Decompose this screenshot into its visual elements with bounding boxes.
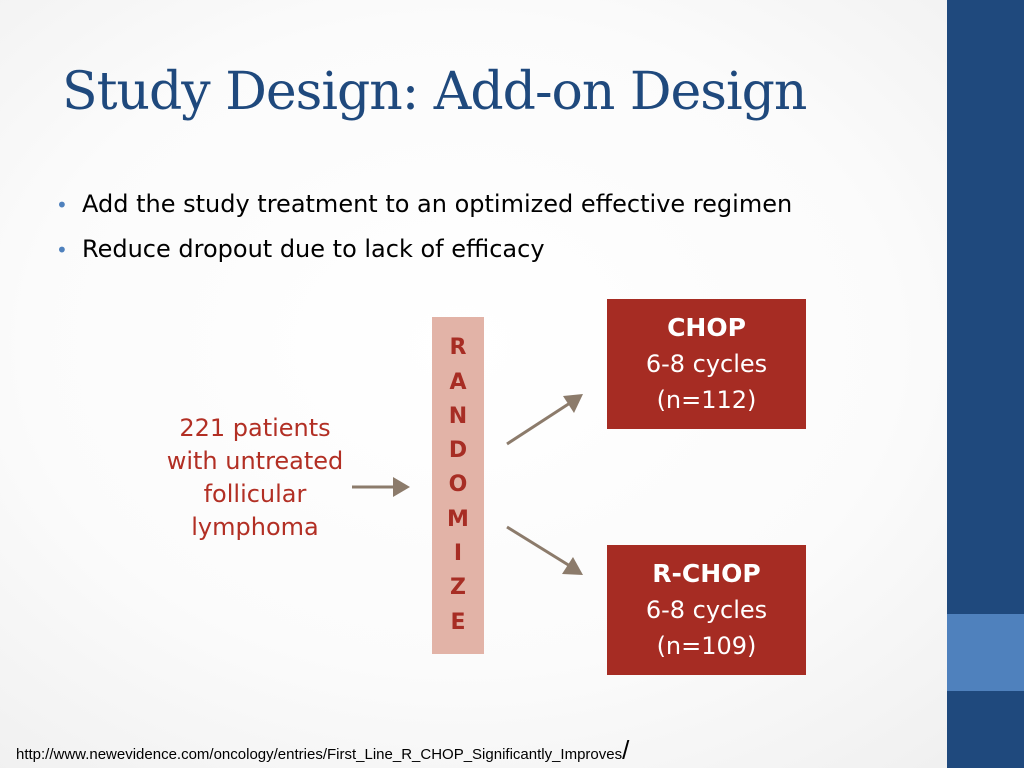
slide-title: Study Design: Add-on Design — [62, 62, 807, 122]
bullet-text: Reduce dropout due to lack of efficacy — [82, 235, 545, 263]
randomize-letter: I — [453, 541, 463, 567]
population-line: with untreated — [166, 447, 344, 475]
source-trailing-slash: / — [622, 735, 630, 765]
randomize-letter: D — [448, 438, 468, 464]
arm-cycles: 6-8 cycles — [645, 350, 768, 378]
arm-box-chop: CHOP 6-8 cycles (n=112) — [607, 299, 806, 429]
arm-sample-size: (n=109) — [656, 632, 757, 660]
population-line: follicular — [203, 480, 307, 508]
arm-sample-size: (n=112) — [656, 386, 757, 414]
randomize-bar: R A N D O M I Z E — [432, 317, 484, 654]
bullet-list: • Add the study treatment to an optimized… — [56, 186, 792, 276]
randomize-letter: O — [448, 472, 468, 498]
slide-side-accent — [947, 614, 1024, 691]
randomize-letter: E — [450, 609, 466, 635]
arm-name: R-CHOP — [652, 559, 761, 588]
randomize-letter: A — [449, 369, 467, 395]
population-line: lymphoma — [191, 513, 319, 541]
bullet-item: • Add the study treatment to an optimized… — [56, 186, 792, 231]
source-citation: http://www.newevidence.com/oncology/entr… — [16, 735, 629, 766]
population-line: 221 patients — [179, 414, 331, 442]
arm-cycles: 6-8 cycles — [645, 596, 768, 624]
arm-box-r-chop: R-CHOP 6-8 cycles (n=109) — [607, 545, 806, 675]
bullet-text: Add the study treatment to an optimized … — [82, 190, 793, 218]
randomize-letter: Z — [450, 575, 466, 601]
arm-name: CHOP — [667, 313, 746, 342]
arrow-to-randomize — [352, 477, 410, 497]
source-link[interactable]: http://www.newevidence.com/oncology/entr… — [16, 746, 623, 763]
randomize-letter: N — [448, 403, 468, 429]
bullet-item: • Reduce dropout due to lack of efficacy — [56, 231, 792, 276]
arrow-to-chop — [506, 394, 583, 446]
population-label: 221 patients with untreated follicular l… — [145, 412, 365, 544]
randomize-letter: R — [449, 335, 467, 361]
randomize-letter: M — [447, 506, 469, 532]
bullet-dot-icon: • — [56, 238, 68, 262]
bullet-dot-icon: • — [56, 193, 68, 217]
arrow-to-r-chop — [506, 525, 583, 575]
